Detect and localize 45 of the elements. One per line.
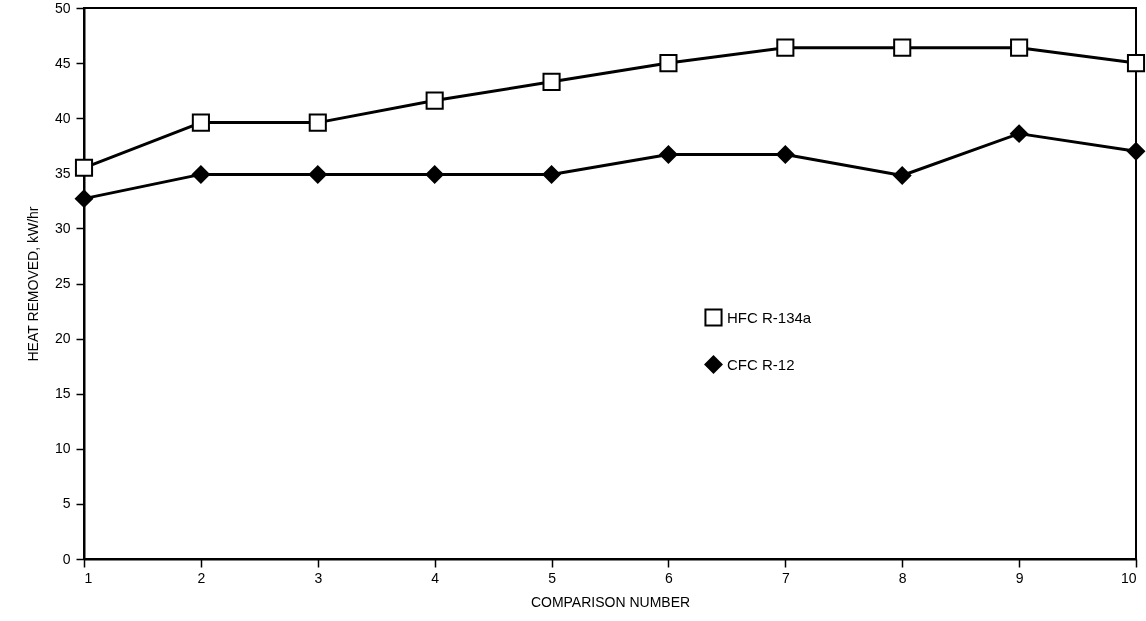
point [191,113,210,132]
point [659,54,678,73]
point [1010,124,1029,143]
point [1126,54,1146,73]
point [893,166,912,185]
x-tick-label: 8 [898,569,907,586]
y-tick-label: 15 [54,385,71,402]
x-tick-label: 10 [1120,569,1137,586]
x-tick-label: 7 [781,569,790,586]
x-tick-label: 6 [665,569,674,586]
point [425,91,444,110]
point [776,38,795,57]
x-axis-title: COMPARISON NUMBER [530,593,691,610]
point [308,113,327,132]
point [1010,38,1029,57]
y-tick-label: 45 [54,54,71,71]
y-tick-label: 25 [54,275,71,291]
y-tick-label: 5 [62,495,71,512]
y-tick-label: 10 [54,440,71,457]
x-tick-label: 1 [84,569,93,586]
point [74,158,94,177]
point [893,38,912,57]
x-tick-label: 5 [548,569,557,586]
y-tick-label: 50 [54,0,71,16]
x-tick-label: 3 [314,569,323,586]
point [425,165,444,184]
legend-label: HFC R-134a [727,308,812,326]
point [74,189,94,208]
point [776,145,795,164]
point [1126,142,1146,161]
y-tick-label: 35 [54,164,71,181]
legend-label: CFC R-12 [727,355,795,373]
y-tick-label: 30 [54,219,71,236]
y-axis-title: HEAT REMOVED, kW/hr [24,206,41,362]
point [659,145,678,164]
x-tick-label: 9 [1015,569,1024,586]
y-tick-label: 20 [54,330,71,347]
point [542,165,561,184]
x-tick-label: 4 [431,569,440,586]
point [308,165,327,184]
point [542,72,561,91]
point [191,165,210,184]
y-tick-label: 40 [54,109,71,126]
x-tick-label: 2 [197,569,206,586]
y-tick-label: 0 [62,550,71,567]
